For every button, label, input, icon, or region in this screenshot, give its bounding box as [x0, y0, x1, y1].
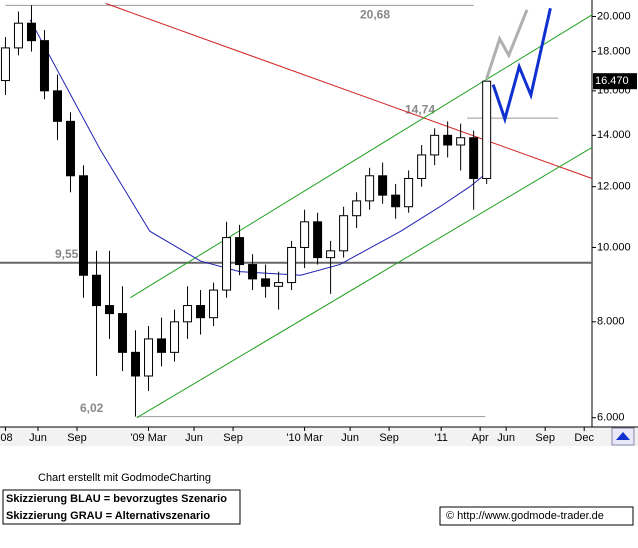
note-grey: Skizzierung GRAU = Alternativszenario — [6, 510, 210, 522]
candle-body — [404, 177, 414, 208]
y-tick-label: 8.000 — [597, 316, 625, 328]
candle-body — [235, 237, 245, 266]
candle-body — [91, 274, 101, 307]
x-tick-label: Sep — [67, 432, 87, 444]
note-blue: Skizzierung BLAU = bevorzugtes Szenario — [6, 493, 227, 505]
projection — [491, 7, 552, 125]
level-label: 6,02 — [80, 401, 104, 415]
candle-body — [209, 289, 219, 319]
nav-arrow — [616, 432, 630, 440]
level-label: 14,74 — [405, 102, 435, 116]
candle-body — [326, 250, 336, 259]
candle-body — [300, 221, 310, 248]
candle-body — [482, 80, 492, 179]
credit: Chart erstellt mit GodmodeCharting — [38, 472, 211, 484]
x-tick-label: '10 Mar — [286, 432, 323, 444]
last-price-label: 16.470 — [595, 75, 629, 87]
candle-body — [183, 305, 193, 323]
candle-body — [52, 90, 62, 122]
candle-body — [65, 120, 75, 177]
candle-body — [222, 237, 232, 291]
x-tick-label: '09 Mar — [130, 432, 167, 444]
candle-body — [144, 338, 154, 377]
candle-body — [417, 154, 427, 179]
candle-body — [430, 134, 440, 156]
candle-body — [26, 22, 36, 42]
candle-body — [0, 47, 10, 82]
x-axis-strip — [0, 427, 638, 446]
y-tick-label: 10.000 — [597, 241, 631, 253]
x-tick-label: Apr — [472, 432, 489, 444]
x-tick-label: Dec — [574, 432, 594, 444]
note-box — [2, 489, 241, 525]
trend-line — [136, 147, 593, 419]
candle-body — [365, 175, 375, 202]
candle-body — [196, 305, 206, 319]
candle-body — [274, 282, 284, 287]
projection — [485, 9, 529, 80]
candle-body — [352, 200, 362, 217]
candle-body — [339, 215, 349, 252]
x-tick-label: '11 — [434, 432, 448, 444]
last-price-box — [593, 73, 637, 90]
candle-body — [261, 278, 271, 287]
candle-body — [287, 246, 297, 284]
candle-body — [157, 338, 167, 353]
x-tick-label: Jun — [341, 432, 359, 444]
x-tick-label: Jun — [497, 432, 515, 444]
x-tick-label: Sep — [379, 432, 399, 444]
candle-body — [131, 351, 141, 377]
candle-body — [248, 264, 258, 280]
trend-line — [130, 14, 593, 299]
candle-body — [78, 175, 88, 276]
candle-body — [469, 137, 479, 179]
x-tick-label: Sep — [535, 432, 555, 444]
y-tick-label: 18.000 — [597, 45, 631, 57]
moving-average — [29, 19, 487, 276]
y-tick-label: 14.000 — [597, 129, 631, 141]
candle-body — [313, 221, 323, 259]
candle-body — [170, 321, 180, 353]
x-tick-label: Jun — [29, 432, 47, 444]
candle-body — [443, 134, 453, 146]
x-tick-label: '08 — [0, 432, 13, 444]
x-tick-label: Jun — [185, 432, 203, 444]
candle-body — [378, 175, 388, 196]
y-tick-label: 12.000 — [597, 181, 631, 193]
level-label: 9,55 — [55, 247, 79, 261]
trend-line — [105, 2, 593, 179]
x-tick-label: Sep — [223, 432, 243, 444]
candle-body — [391, 194, 401, 208]
candle-body — [13, 22, 23, 49]
y-tick-label: 6.000 — [597, 412, 625, 424]
url: © http://www.godmode-trader.de — [446, 510, 604, 522]
candle-body — [39, 40, 49, 92]
candle-body — [105, 305, 115, 315]
url-box — [439, 506, 634, 526]
candle-body — [456, 137, 466, 146]
y-tick-label: 20.000 — [597, 10, 631, 22]
candle-body — [118, 313, 128, 353]
level-label: 20,68 — [360, 7, 390, 21]
